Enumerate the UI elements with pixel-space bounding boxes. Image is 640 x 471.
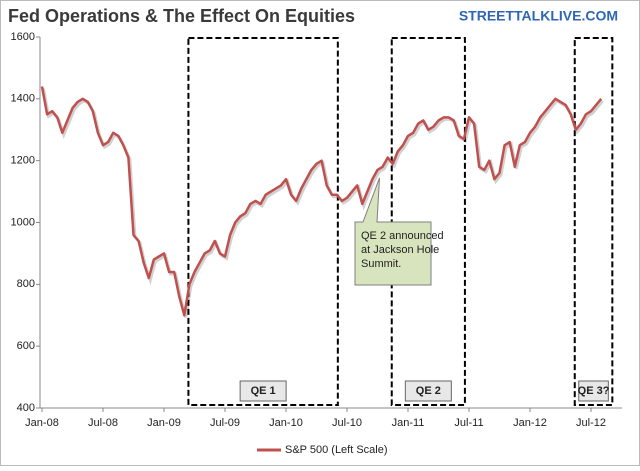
- x-tick-label: Jan-10: [269, 417, 303, 429]
- source: STREETTALKLIVE.COM: [459, 8, 618, 24]
- y-tick-label: 1600: [11, 31, 35, 43]
- x-tick-label: Jan-09: [147, 417, 181, 429]
- callout-text: Summit.: [361, 258, 401, 270]
- x-tick-label: Jul-09: [210, 417, 240, 429]
- callout-box: [354, 177, 432, 286]
- x-tick-label: Jul-08: [88, 417, 118, 429]
- x-tick-label: Jul-12: [576, 417, 606, 429]
- series-line: [40, 86, 603, 317]
- qe-label-box: [404, 380, 452, 402]
- y-tick-label: 1000: [11, 216, 35, 228]
- y-tick-label: 1400: [11, 93, 35, 105]
- qe-label: QE 1: [251, 385, 276, 397]
- x-tick-label: Jul-10: [332, 417, 362, 429]
- callout-text: at Jackson Hole: [361, 244, 439, 256]
- y-tick-label: 800: [17, 278, 35, 290]
- x-tick-label: Jan-11: [392, 417, 425, 429]
- chart-title: Fed Operations & The Effect On Equities: [8, 6, 355, 26]
- y-tick-label: 600: [17, 340, 35, 352]
- qe-label: QE 2: [416, 385, 441, 397]
- legend-label: S&P 500 (Left Scale): [285, 444, 388, 456]
- y-tick-label: 400: [17, 402, 35, 414]
- qe-region: [187, 37, 339, 406]
- qe-region: [573, 37, 614, 406]
- qe-label: QE 3?: [578, 385, 610, 397]
- callout-text: QE 2 announced: [361, 230, 444, 242]
- qe-label-box: [239, 380, 287, 402]
- qe-label-box: [578, 380, 609, 402]
- x-tick-label: Jan-08: [25, 417, 59, 429]
- y-tick-label: 1200: [11, 155, 35, 167]
- x-tick-label: Jan-12: [513, 417, 547, 429]
- x-tick-label: Jul-11: [454, 417, 483, 429]
